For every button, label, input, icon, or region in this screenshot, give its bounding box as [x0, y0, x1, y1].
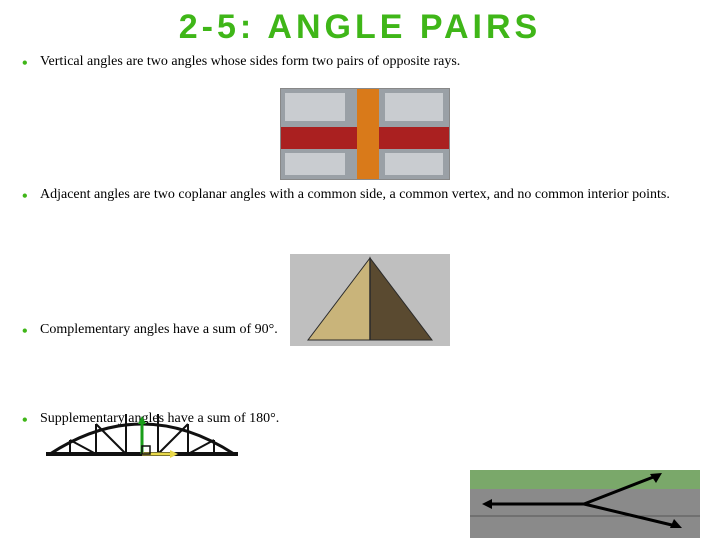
bullet-adjacent: Adjacent angles are two coplanar angles … [18, 186, 702, 205]
image-pyramid [290, 254, 450, 346]
image-bridge [42, 400, 242, 470]
slide-title: 2-5: ANGLE PAIRS [0, 0, 720, 47]
bullet-vertical: Vertical angles are two angles whose sid… [18, 53, 702, 72]
image-road [470, 470, 700, 538]
image-intersection [280, 88, 450, 180]
